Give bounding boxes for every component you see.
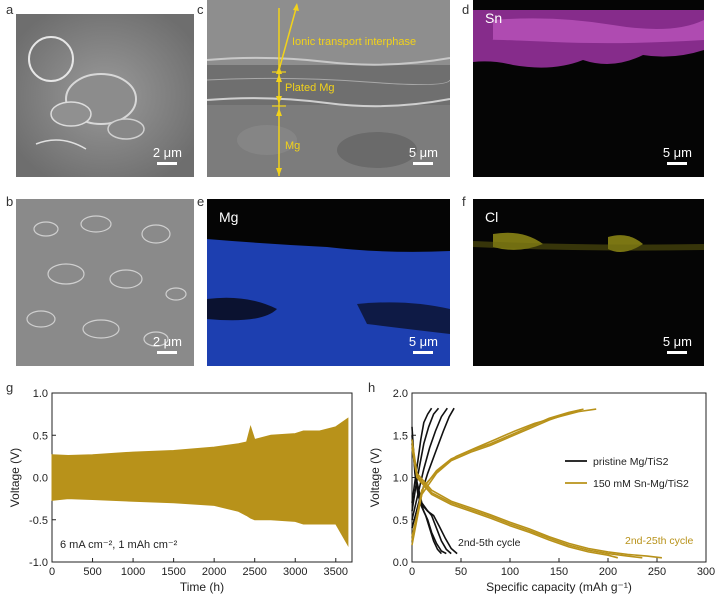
sem-image-a: 2 μm (16, 14, 194, 177)
y-tick-label-1: -0.5 (29, 515, 48, 527)
sem-texture-c (207, 0, 450, 177)
scale-text-d: 5 μm (662, 145, 692, 160)
scale-text-e: 5 μm (408, 334, 438, 349)
series-0-curve-4 (411, 426, 442, 555)
legend-label-0: pristine Mg/TiS2 (593, 456, 669, 468)
chart-voltage-time: 0 500 1000 1500 2000 2500 3000 3500 -1.0 -0.5 0.0 0… (8, 388, 353, 594)
x-tick-label-0: 0 (409, 566, 415, 578)
chart-annotation: 6 mA cm⁻², 1 mAh cm⁻² (60, 539, 178, 551)
panel-label-d: d (462, 2, 470, 17)
map-title-sn: Sn (485, 10, 503, 26)
scale-text-a: 2 μm (152, 145, 182, 160)
y-tick-label-2: 1.0 (393, 473, 408, 485)
scale-line-b (157, 351, 178, 354)
interphase-arrows (272, 3, 299, 176)
x-tick-label-1: 500 (83, 566, 101, 578)
scale-bar-e: 5 μm (409, 334, 438, 354)
cycle-annotation-0: 2nd-5th cycle (458, 537, 521, 549)
panel-label-f: f (462, 194, 466, 209)
legend-label-1: 150 mM Sn-Mg/TiS2 (593, 478, 689, 490)
map-title-cl: Cl (485, 209, 499, 225)
x-axis-label: Time (h) (180, 580, 224, 594)
cycle-annotation-1: 2nd-25th cycle (625, 535, 693, 547)
panel-label-e: e (197, 194, 205, 209)
x-tick-label-3: 150 (550, 566, 568, 578)
y-tick-label-4: 1.0 (33, 388, 48, 400)
panel-label-a: a (6, 2, 14, 17)
x-tick-label-6: 300 (697, 566, 715, 578)
y-tick-label-2: 0.0 (33, 473, 48, 485)
scale-bar-b: 2 μm (153, 334, 182, 354)
x-tick-label-2: 100 (501, 566, 519, 578)
x-tick-label-2: 1000 (121, 566, 145, 578)
eds-map-sn: Sn 5 μm (473, 0, 704, 177)
x-axis-label: Specific capacity (mAh g⁻¹) (486, 580, 632, 594)
series-1-curve-0 (411, 409, 581, 546)
annotation-mg: Mg (285, 140, 301, 152)
panel-label-c: c (197, 2, 204, 17)
eds-map-cl: Cl 5 μm (473, 199, 704, 366)
y-axis-label: Voltage (V) (8, 448, 22, 507)
scale-line-e (413, 351, 434, 354)
sem-texture-a (16, 14, 194, 177)
x-tick-label-5: 2500 (242, 566, 266, 578)
scale-bar-f: 5 μm (663, 334, 692, 354)
sn-signal (473, 10, 704, 68)
panel-label-h: h (368, 380, 376, 395)
y-tick-label-1: 0.5 (393, 515, 408, 527)
x-tick-label-6: 3000 (283, 566, 307, 578)
map-title-mg: Mg (219, 209, 239, 225)
scale-line-f (667, 351, 688, 354)
scale-bar-c: 5 μm (409, 145, 438, 165)
series-0-curve-6 (411, 439, 452, 555)
x-tick-label-5: 250 (648, 566, 666, 578)
x-tick-label-0: 0 (49, 566, 55, 578)
series-1-curve-5 (411, 439, 662, 559)
x-tick-label-1: 50 (455, 566, 467, 578)
scale-line-d (667, 162, 688, 165)
y-tick-label-3: 0.5 (33, 430, 48, 442)
sem-image-b: 2 μm (16, 199, 194, 366)
scale-text-c: 5 μm (408, 145, 438, 160)
series-1-curve-3 (411, 447, 619, 559)
voltage-envelope (51, 417, 349, 547)
eds-map-mg: Mg 5 μm (207, 199, 450, 366)
series-1-curve-4 (411, 443, 643, 559)
scale-bar-a: 2 μm (153, 145, 182, 165)
scale-line-c (413, 162, 434, 165)
y-tick-label-0: -1.0 (29, 557, 48, 569)
annotation-plated-mg: Plated Mg (285, 82, 335, 94)
annotation-interphase: Ionic transport interphase (292, 36, 417, 48)
y-tick-label-3: 1.5 (393, 430, 408, 442)
panel-label-b: b (6, 194, 14, 209)
series-1-curve-2 (411, 408, 597, 537)
sem-image-c: Ionic transport interphase Plated Mg Mg … (207, 0, 450, 177)
sem-texture-b (16, 199, 194, 366)
x-tick-label-4: 2000 (202, 566, 226, 578)
series-0-curve-0 (411, 407, 433, 503)
chart-voltage-capacity: 0 50 100 150 200 250 300 0.0 0.5 1.0 1.5 2.0 Specifi… (368, 388, 715, 594)
panel-label-g: g (6, 380, 14, 395)
x-tick-label-3: 1500 (161, 566, 185, 578)
scale-text-b: 2 μm (152, 334, 182, 349)
scale-text-f: 5 μm (662, 334, 692, 349)
y-axis-label: Voltage (V) (368, 448, 382, 507)
mg-signal (207, 239, 450, 366)
x-tick-label-7: 3500 (324, 566, 348, 578)
y-tick-label-4: 2.0 (393, 388, 408, 400)
scale-line-a (157, 162, 178, 165)
x-tick-label-4: 200 (599, 566, 617, 578)
cl-signal (473, 232, 704, 253)
series-0-curve-7 (411, 443, 458, 555)
y-tick-label-0: 0.0 (393, 557, 408, 569)
scale-bar-d: 5 μm (663, 145, 692, 165)
